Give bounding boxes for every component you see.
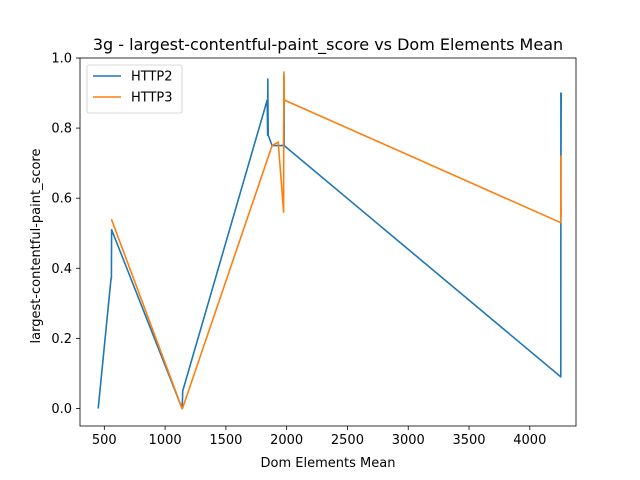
x-tick-label: 3500 [452,433,485,448]
x-tick-label: 2500 [331,433,364,448]
series-line-http2 [97,74,563,410]
x-axis-label: Dom Elements Mean [261,456,396,471]
legend-label-http3: HTTP3 [131,91,173,106]
x-tick-label: 2000 [270,433,303,448]
y-tick-label: 0.4 [51,262,72,277]
plot-frame [79,57,577,427]
y-tick-label: 0.6 [51,192,72,207]
x-axis-ticks: 500 1000 1500 2000 2500 3000 3500 4000 [92,426,546,448]
x-tick-label: 4000 [513,433,546,448]
legend: HTTP2 HTTP3 [86,64,183,114]
legend-label-http2: HTTP2 [131,70,173,85]
y-axis-ticks: 0.0 0.2 0.4 0.6 0.8 1.0 [51,52,80,417]
y-tick-label: 1.0 [51,52,72,67]
x-tick-label: 1500 [209,433,242,448]
legend-box [86,64,183,114]
plot-area [97,71,563,410]
series-line-http3 [110,71,562,410]
y-tick-label: 0.2 [51,332,72,347]
y-tick-label: 0.0 [51,402,72,417]
x-tick-label: 1000 [149,433,182,448]
y-axis-label: largest-contentful-paint_score [29,149,44,344]
y-tick-label: 0.8 [51,122,72,137]
x-tick-label: 3000 [392,433,425,448]
x-tick-label: 500 [92,433,117,448]
chart-title: 3g - largest-contentful-paint_score vs D… [93,35,563,55]
